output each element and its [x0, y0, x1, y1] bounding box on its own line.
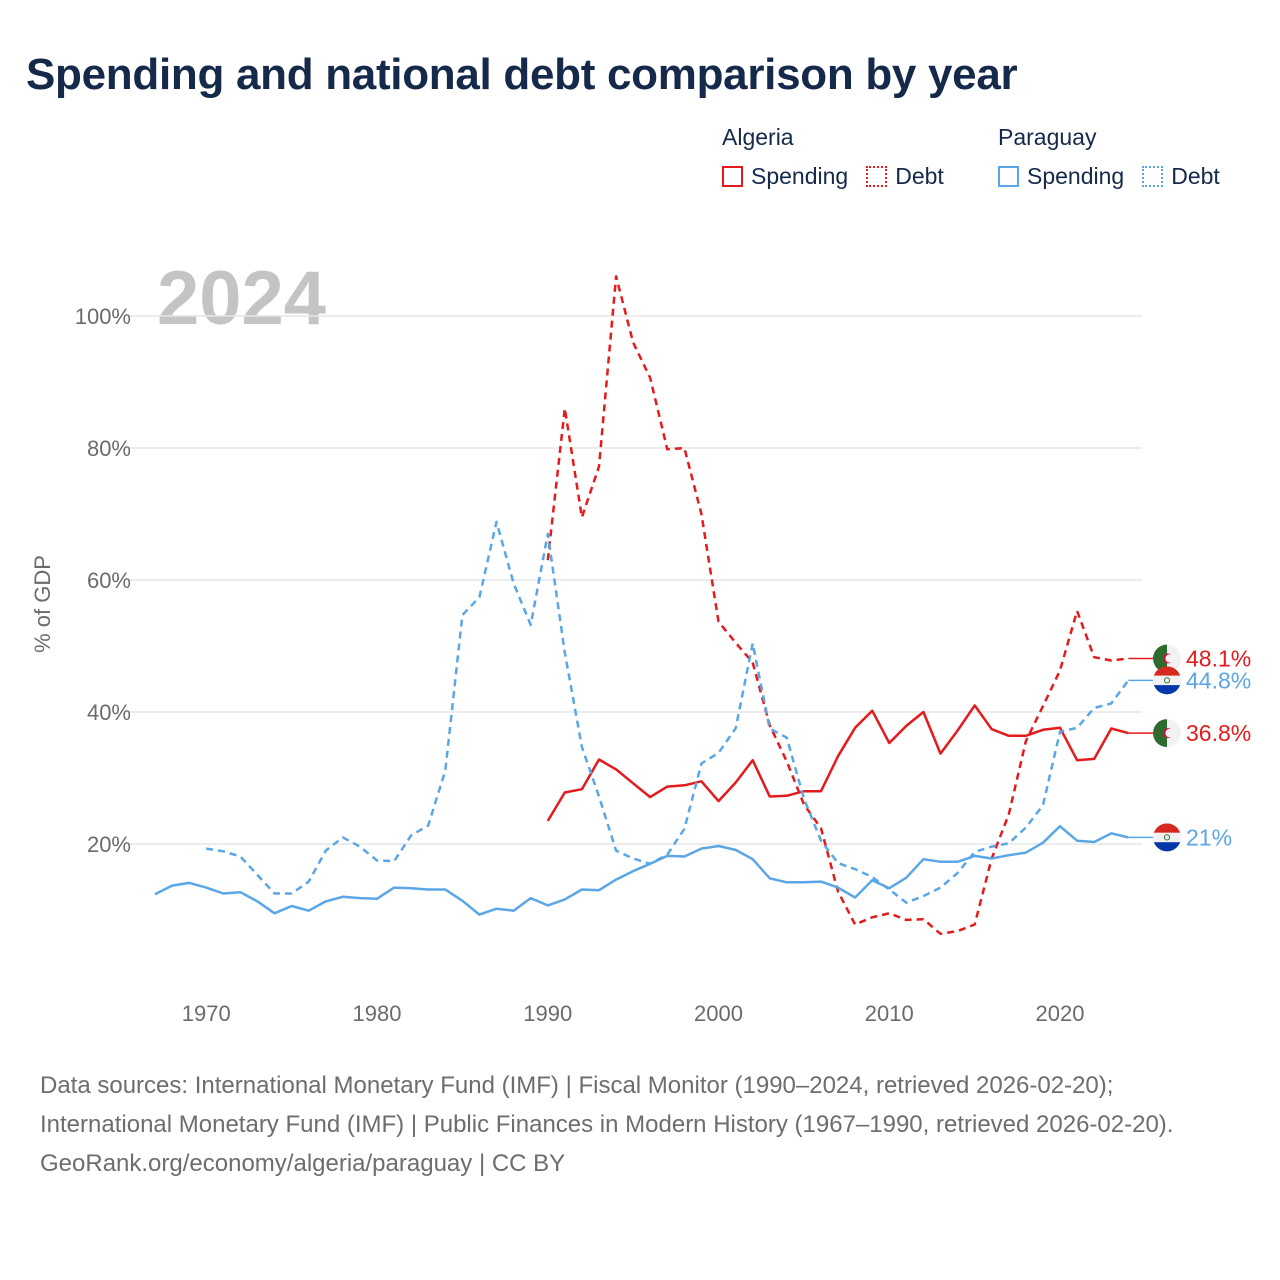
legend-label: Spending: [1027, 163, 1125, 189]
y-tick-label: 40%: [87, 700, 131, 725]
source-link[interactable]: GeoRank.org/economy/algeria/paraguay: [40, 1150, 473, 1177]
data-sources: Data sources: International Monetary Fun…: [40, 1066, 1240, 1144]
solid-swatch-icon: [998, 166, 1019, 187]
y-tick-label: 60%: [87, 568, 131, 593]
end-value-label: 36.8%: [1186, 720, 1251, 746]
paraguay-flag-icon: [1153, 823, 1181, 852]
year-watermark: 2024: [157, 256, 326, 341]
algeria-flag-icon: [1153, 719, 1181, 748]
legend-label: Debt: [1171, 163, 1220, 189]
legend-label: Debt: [895, 163, 944, 189]
x-tick-label: 2020: [1036, 1001, 1085, 1026]
y-tick-label: 80%: [87, 436, 131, 461]
legend-item-algeria-debt[interactable]: Debt: [866, 163, 944, 190]
y-axis-label: % of GDP: [30, 555, 55, 653]
sources-label: Data sources:: [40, 1072, 189, 1099]
end-value-label: 44.8%: [1186, 667, 1251, 693]
end-value-label: 21%: [1186, 824, 1232, 850]
legend-item-algeria-spending[interactable]: Spending: [722, 163, 848, 190]
source-1: International Monetary Fund (IMF) | Fisc…: [194, 1072, 1114, 1099]
y-tick-label: 100%: [75, 304, 131, 329]
dotted-swatch-icon: [866, 166, 888, 187]
algeria-flag-icon: [1153, 644, 1181, 673]
footer: Data sources: International Monetary Fun…: [40, 1066, 1240, 1183]
series-line-paraguay-spending[interactable]: [154, 824, 1129, 916]
end-value-label: 48.1%: [1186, 646, 1251, 672]
dotted-swatch-icon: [1142, 166, 1164, 187]
line-chart: 2024 % of GDP 20% 40% 60% 80% 100% 1970 1980 19…: [30, 256, 1251, 1026]
legend-item-paraguay-spending[interactable]: Spending: [998, 163, 1124, 190]
legend-country-paraguay: Paraguay: [998, 124, 1097, 150]
solid-swatch-icon: [722, 166, 743, 187]
x-tick-label: 2000: [694, 1001, 743, 1026]
series-line-algeria-debt[interactable]: [546, 275, 1129, 936]
x-tick-label: 1990: [523, 1001, 572, 1026]
y-tick-label: 20%: [87, 832, 131, 857]
source-2: International Monetary Fund (IMF) | Publ…: [40, 1111, 1174, 1138]
x-tick-label: 1970: [182, 1001, 231, 1026]
x-tick-label: 2010: [865, 1001, 914, 1026]
paraguay-flag-icon: [1153, 666, 1181, 695]
legend-group-paraguay: Paraguay Spending Debt: [998, 124, 1238, 190]
series-line-algeria-spending[interactable]: [546, 704, 1129, 822]
legend-label: Spending: [751, 163, 849, 189]
legend-country-algeria: Algeria: [722, 124, 794, 150]
legend-group-algeria: Algeria Spending Debt: [722, 124, 962, 190]
license: | CC BY: [478, 1150, 566, 1177]
legend-item-paraguay-debt[interactable]: Debt: [1142, 163, 1220, 190]
attribution: GeoRank.org/economy/algeria/paraguay | C…: [40, 1144, 1240, 1183]
x-tick-label: 1980: [353, 1001, 402, 1026]
chart-title: Spending and national debt comparison by…: [26, 50, 1018, 99]
